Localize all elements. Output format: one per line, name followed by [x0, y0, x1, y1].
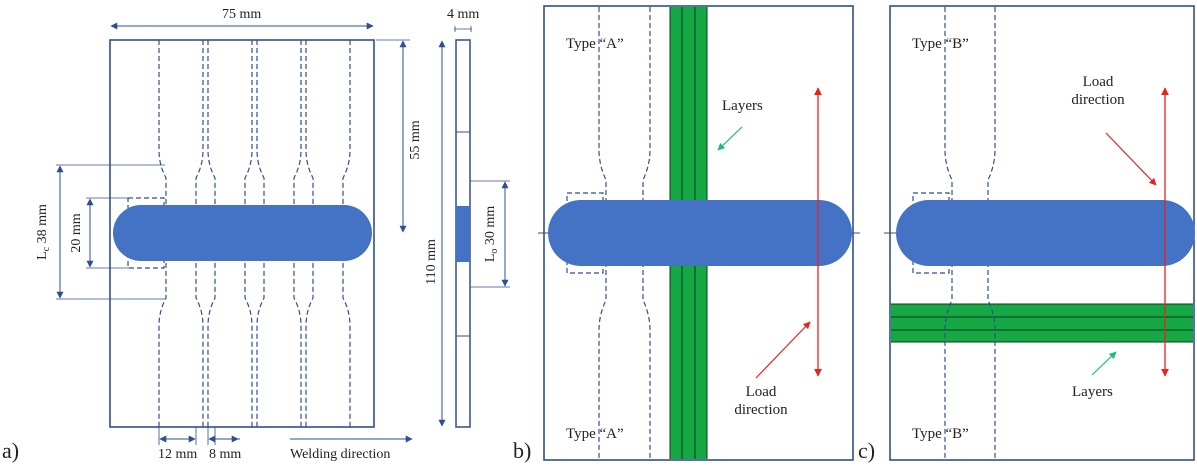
type-label-bottom: Type “A” [566, 426, 624, 442]
panel-c-label: c) [858, 438, 875, 463]
load-label-arrow [755, 321, 811, 379]
load-label-line1: Load [746, 384, 777, 400]
specimen-outlines [127, 40, 351, 427]
load-label-line1: Load [1083, 74, 1114, 90]
top-dimension: 55 mm [408, 120, 423, 159]
grip-dimension: 20 mm [69, 213, 84, 252]
load-label-line2: direction [734, 402, 788, 418]
width-dimension: 75 mm [222, 7, 261, 22]
layers-arrow [1091, 351, 1117, 376]
plate-outline [109, 39, 375, 428]
layers-label: Layers [722, 98, 763, 114]
weld-bead [113, 205, 372, 261]
panel-c: c) Type “B” Type “B” Load direction Laye… [858, 5, 1195, 463]
load-label-arrow [1105, 132, 1157, 186]
bottom-dimension-8: 8 mm [209, 447, 241, 462]
height-dimension: 110 mm [424, 239, 439, 285]
layers-arrow [717, 126, 743, 151]
weld-bead [896, 200, 1195, 266]
layers-label: Layers [1072, 384, 1113, 400]
type-label-bottom: Type “B” [912, 426, 969, 442]
weld-bead [548, 200, 852, 266]
panel-a-label: a) [2, 438, 19, 463]
lo-dimension: Lo 30 mm [483, 206, 500, 262]
type-label-top: Type “B” [912, 36, 969, 52]
panel-a: a) 75 mm 55 mm Lc 38 mm [2, 7, 510, 463]
type-label-top: Type “A” [566, 36, 624, 52]
load-label-line2: direction [1071, 92, 1125, 108]
welding-direction-label: Welding direction [290, 447, 390, 462]
panel-b: b) Type “A” Type “A” Layers Load directi… [513, 5, 860, 463]
bottom-dimension-12: 12 mm [158, 447, 197, 462]
layers-horizontal [891, 303, 1193, 343]
side-view-weld [456, 206, 470, 262]
lc-dimension: Lc 38 mm [35, 204, 52, 260]
thickness-dimension: 4 mm [447, 7, 479, 22]
panel-b-label: b) [513, 438, 531, 463]
